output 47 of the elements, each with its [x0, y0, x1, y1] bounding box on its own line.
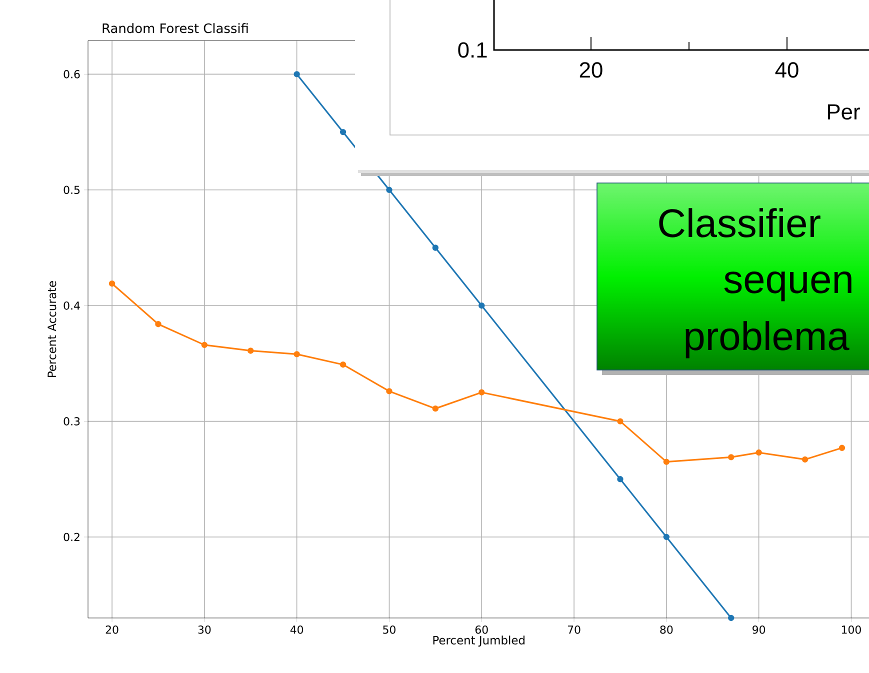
x-tick-label: 80 [660, 626, 673, 634]
point [617, 476, 624, 482]
point [432, 405, 439, 412]
chart-title: Random Forest Classifi [102, 23, 248, 34]
point [617, 418, 624, 424]
point [478, 389, 485, 396]
x-tick-label: 100 [842, 626, 861, 634]
point [248, 348, 254, 354]
annotation: 0.1 [458, 42, 487, 58]
point [294, 71, 300, 78]
y-tick-label: 0.6 [64, 70, 80, 78]
point [386, 388, 392, 394]
point [802, 456, 808, 463]
point [386, 186, 392, 193]
annotation: sequen [724, 272, 852, 302]
x-tick-label: 20 [106, 626, 118, 634]
point [756, 449, 762, 456]
x-tick-label: 30 [198, 626, 211, 634]
point [340, 362, 346, 368]
y-tick-label: 0.2 [64, 532, 80, 542]
point [108, 280, 116, 287]
point [663, 458, 670, 465]
annotation: Classifier [659, 208, 820, 238]
point [478, 302, 485, 309]
point [728, 614, 734, 622]
y-tick-label: 0.5 [64, 186, 80, 194]
point [728, 454, 734, 460]
annotation: problema [686, 321, 850, 358]
x-tick-label: 60 [475, 626, 488, 634]
point [432, 244, 439, 251]
x-tick-label: 50 [383, 626, 396, 634]
x-tick-label: 40 [290, 626, 304, 634]
point [838, 444, 846, 452]
point [201, 342, 208, 348]
annotation: 40 [775, 62, 798, 78]
point [340, 128, 346, 136]
x-tick-label: 70 [568, 626, 580, 634]
x-tick-label: 90 [752, 626, 766, 634]
point [663, 534, 670, 540]
point [155, 321, 162, 328]
y-axis-title: Percent Accurate [48, 281, 56, 377]
annotation: Per [828, 104, 860, 120]
x-axis-title: Percent Jumbled [433, 636, 524, 647]
y-tick-label: 0.4 [64, 301, 80, 310]
y-tick-label: 0.3 [64, 417, 80, 426]
annotation: 20 [580, 62, 602, 78]
point [294, 351, 300, 358]
